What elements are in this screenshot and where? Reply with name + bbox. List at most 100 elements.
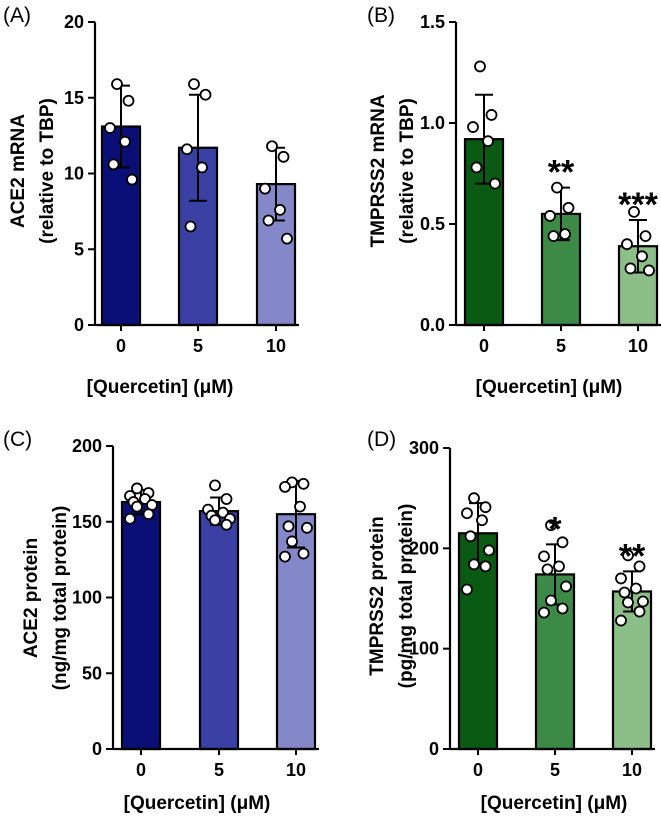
panel-c-bar-5: [198, 510, 240, 751]
panel-a-point: [119, 135, 131, 148]
panel-d-point: [538, 550, 550, 563]
panel-d-point: [468, 558, 480, 571]
panel-a-x-tick-label: 0: [116, 336, 126, 356]
panel-a-point: [104, 122, 116, 134]
panel-b-x-tick-label: 5: [556, 336, 566, 356]
panel-d-point: [637, 595, 649, 608]
panel-d-point: [615, 572, 627, 585]
panel-a-point: [266, 140, 278, 153]
panel-c-x-tick-label: 0: [136, 760, 146, 780]
panel-b-y-tick-label: 0.0: [420, 315, 445, 335]
panel-a-y-tick-label: 10: [64, 164, 84, 184]
panel-d-significance-10: **: [619, 537, 646, 575]
panel-c-x-tick-label: 10: [286, 760, 306, 780]
panel-a-point: [281, 232, 293, 245]
panel-b-point: [470, 161, 483, 174]
panel-d-label: (D): [367, 428, 396, 451]
panel-a-point: [184, 220, 197, 233]
panel-c-y-title: ACE2 protein (ng/mg total protein): [21, 506, 71, 691]
panel-b-point: [544, 210, 556, 222]
panel-a-x-title: [Quercetin] (μM): [87, 377, 234, 398]
panel-b-point: [643, 264, 655, 277]
panel-d-bar-10: [611, 590, 653, 751]
panel-c-point: [220, 493, 233, 505]
panel-a-point: [262, 214, 275, 227]
panel-d-point: [618, 586, 631, 599]
panel-b-label: (B): [367, 4, 395, 27]
panel-c-point: [131, 500, 143, 513]
panel-a-x-tick-label: 5: [193, 336, 203, 356]
panel-b-significance-10: ***: [618, 186, 658, 224]
panel-c-y-tick-label: 100: [72, 588, 102, 608]
panel-d-point: [622, 596, 634, 609]
panel-b-point: [636, 250, 648, 263]
panel-d-y-title-line2: (pg/mg total protein): [396, 504, 417, 689]
panel-d-point: [560, 580, 572, 593]
panel-c-point: [209, 514, 221, 527]
panel-c-point: [297, 547, 310, 560]
panel-b-point: [562, 201, 575, 214]
panel-d-y-title-line1: TMPRSS2 protein: [367, 516, 388, 675]
panel-c-point: [279, 481, 291, 493]
panel-a-point: [122, 94, 135, 107]
panel-c-y-tick-label: 150: [72, 512, 102, 532]
panel-b-point: [628, 205, 640, 218]
panel-c-y-tick-label: 50: [82, 663, 102, 683]
panel-d-point: [633, 605, 646, 618]
panel-b-significance-5: **: [548, 154, 575, 192]
panel-c-point: [124, 512, 136, 525]
panel-a-y-tick-label: 5: [74, 239, 84, 259]
panel-a-point: [259, 182, 271, 195]
panel-d-point: [541, 563, 554, 576]
panel-c-point: [142, 508, 155, 521]
panel-b-x-title: [Quercetin] (μM): [476, 377, 623, 398]
panel-c-y-tick-label: 200: [72, 436, 102, 456]
panel-a-y-tick-label: 20: [64, 12, 84, 32]
panel-c-point: [279, 550, 291, 563]
panel-a-point: [181, 143, 193, 156]
panel-b-point: [485, 109, 498, 121]
panel-a-point: [188, 78, 200, 91]
panel-a-point: [107, 158, 120, 171]
panel-d-point: [545, 594, 557, 607]
panel-d-point: [461, 583, 473, 596]
panel-d-y-tick-label: 100: [409, 639, 439, 659]
panel-b-point: [639, 230, 652, 243]
panel-d-point: [553, 560, 565, 573]
panel-a: (A) ACE2 mRNA (relative to TBP) [Quercet…: [3, 4, 299, 398]
panel-c-x-title: [Quercetin] (μM): [124, 793, 271, 814]
panel-d-point: [479, 501, 492, 514]
panel-b-y-tick-label: 1.5: [420, 12, 445, 32]
panel-a-x-tick-label: 10: [266, 336, 286, 356]
panel-b-point: [547, 230, 560, 243]
panel-a-y-title-line1: ACE2 mRNA: [8, 114, 29, 228]
panel-d-x-tick-label: 10: [622, 760, 642, 780]
panel-a-y-tick-label: 0: [74, 315, 84, 335]
panel-c-label: (C): [3, 428, 32, 451]
panel-c-point: [220, 518, 233, 531]
panel-b-point: [474, 60, 486, 73]
panel-d-x-title: [Quercetin] (μM): [481, 793, 628, 814]
panel-c-y-tick-label: 0: [92, 739, 102, 759]
panel-a-y-tick-label: 15: [64, 88, 84, 108]
panel-c-x-tick-label: 5: [214, 760, 224, 780]
panel-b-y-tick-label: 0.5: [420, 214, 445, 234]
panel-d-point: [479, 560, 492, 573]
panel-b-point: [551, 181, 563, 194]
panel-d-point: [633, 560, 646, 573]
panel-b-y-title: TMPRSS2 mRNA (relative to TBP): [368, 94, 418, 247]
panel-c-point: [286, 535, 298, 548]
panel-b-point: [489, 177, 501, 190]
panel-b-y-title-line1: TMPRSS2 mRNA: [368, 94, 389, 247]
panel-d-y-tick-label: 0: [429, 739, 439, 759]
panel-b-y-tick-label: 1.0: [420, 113, 445, 133]
panel-c-y-title-line1: ACE2 protein: [21, 538, 42, 658]
panel-b-point: [482, 135, 494, 148]
panel-b-y-title-line2: (relative to TBP): [397, 98, 418, 244]
panel-c-y-title-line2: (ng/mg total protein): [50, 506, 71, 691]
panel-d-x-tick-label: 0: [473, 760, 483, 780]
panel-d-point: [538, 606, 550, 619]
panel-c-point: [209, 479, 221, 492]
panel-b-x-tick-label: 10: [628, 336, 648, 356]
panel-b-point: [559, 228, 571, 241]
